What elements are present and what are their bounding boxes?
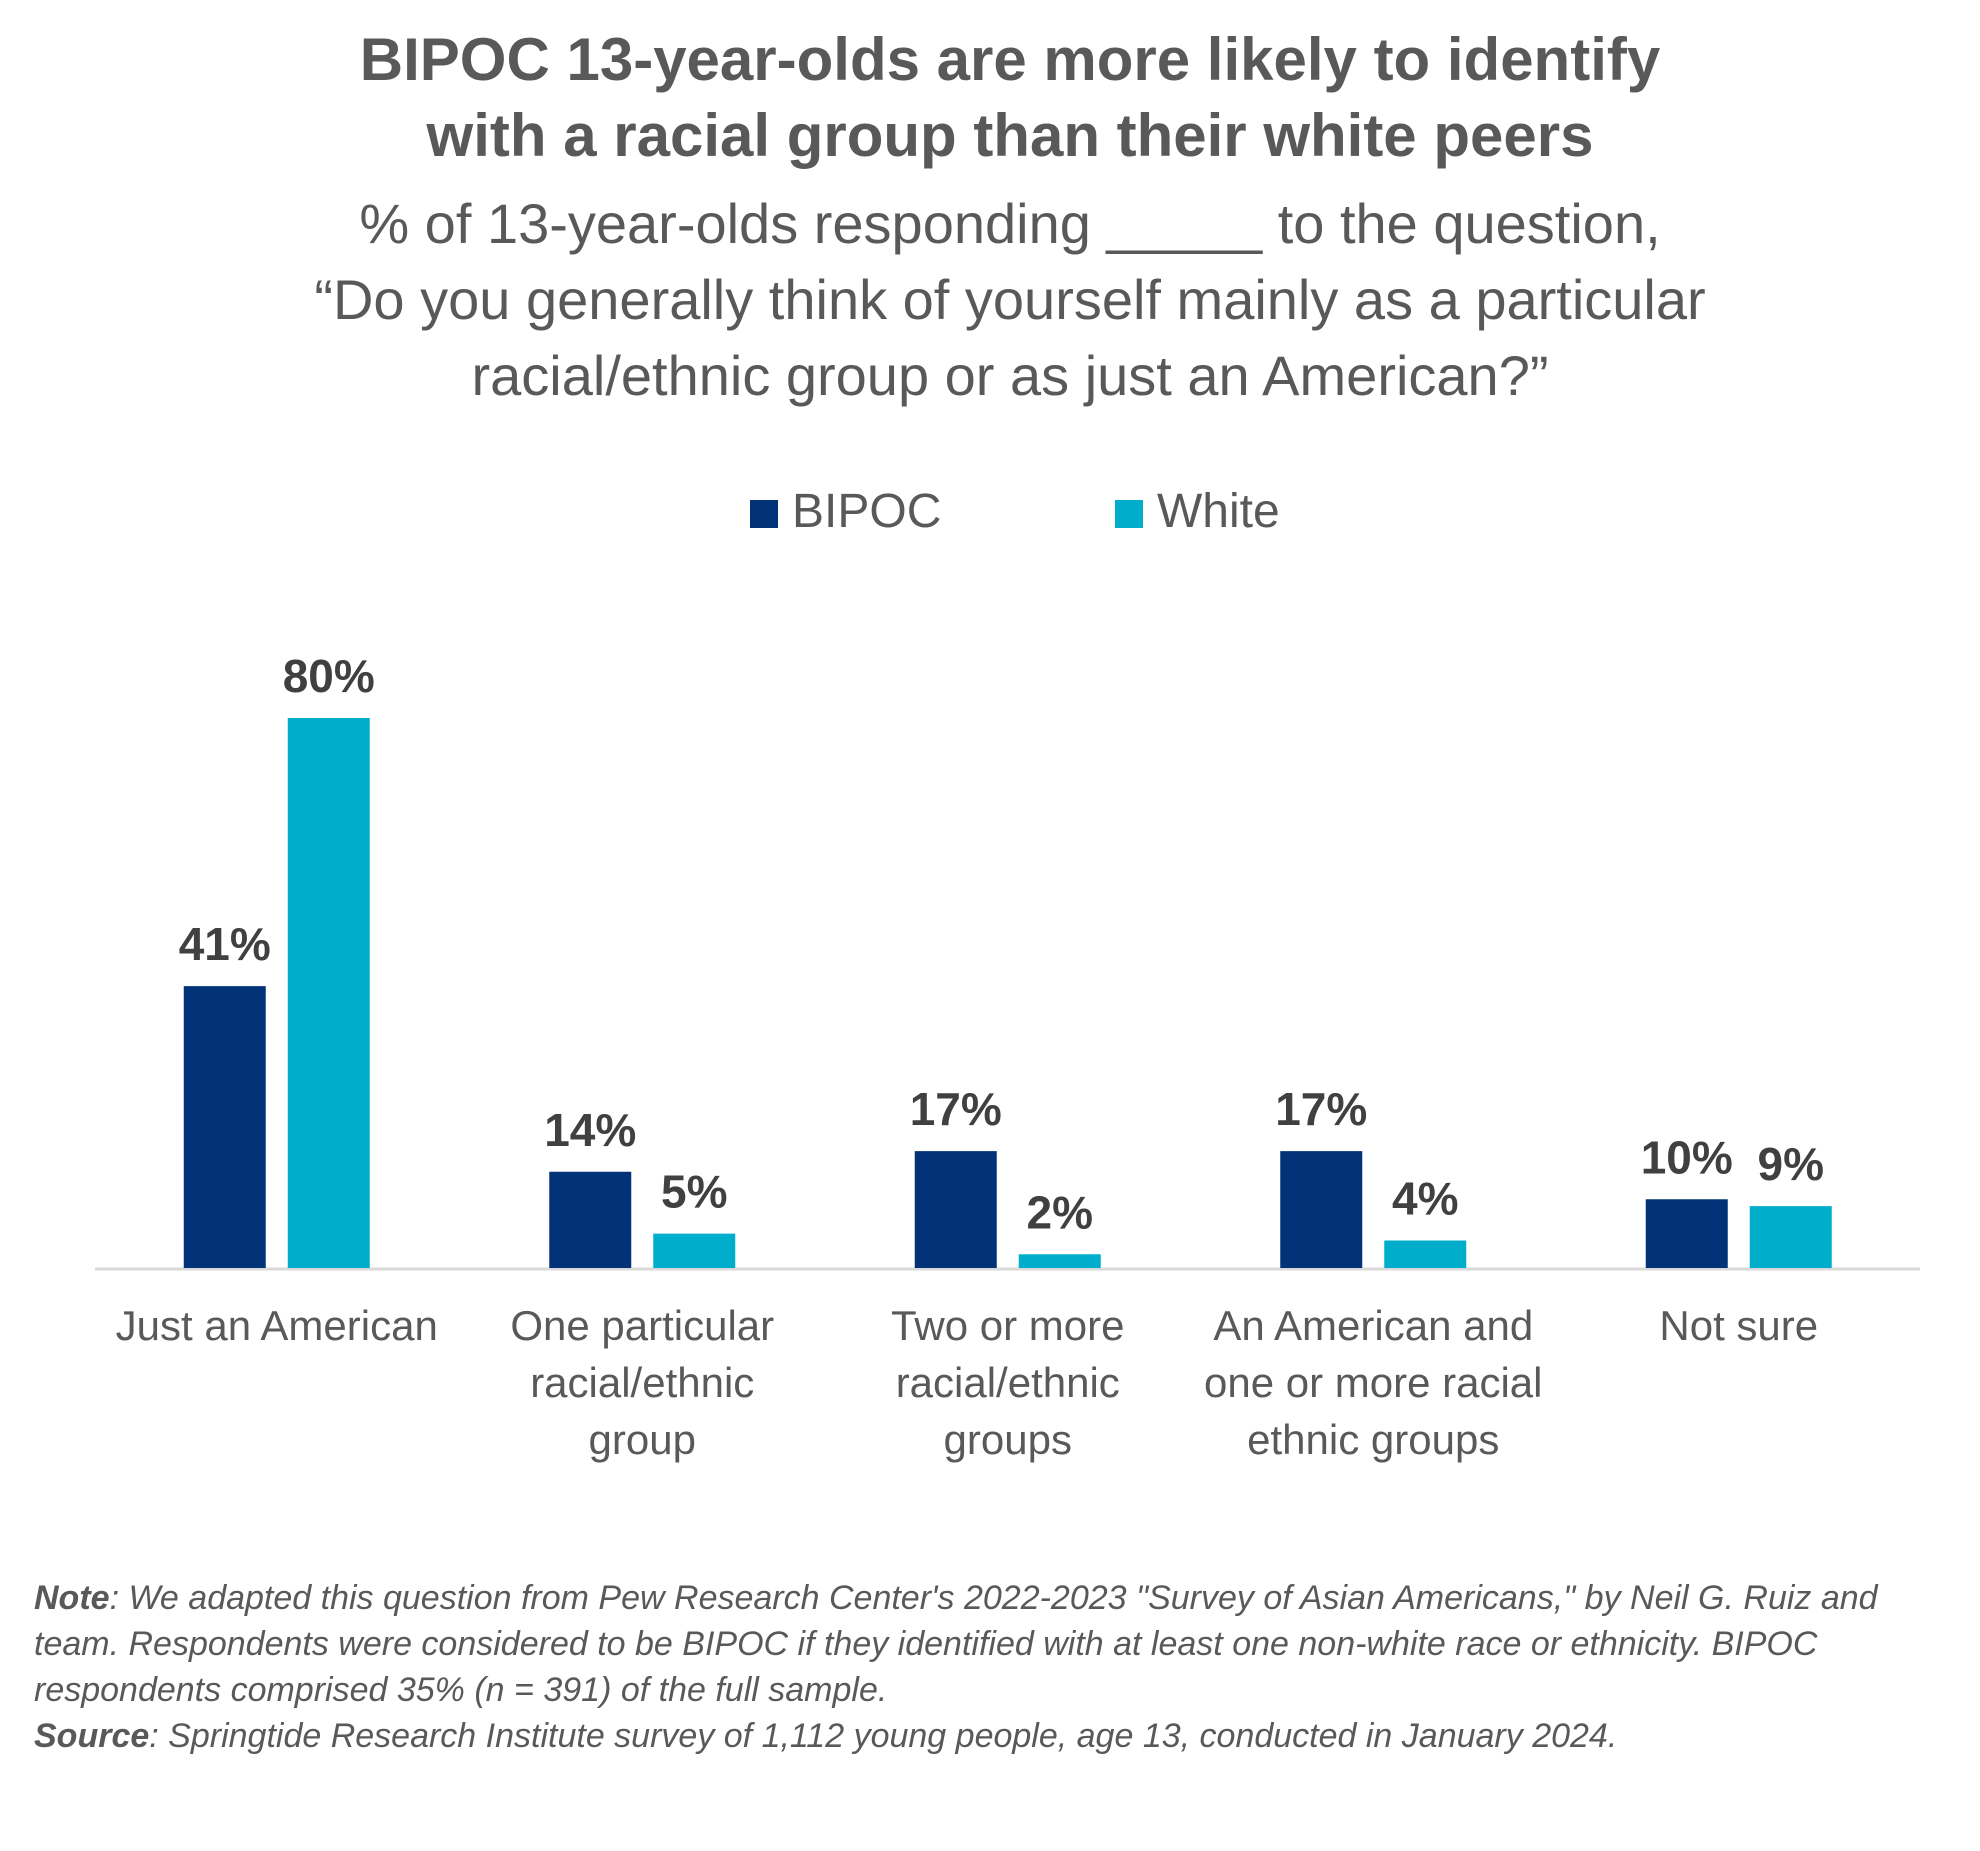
category-label-3-line-2: ethnic groups <box>1247 1416 1499 1463</box>
legend-label-bipoc: BIPOC <box>792 485 941 538</box>
bar-bipoc-4 <box>1645 1199 1728 1268</box>
bar-white-2 <box>1018 1254 1101 1268</box>
category-label-0-line-0: Just an American <box>116 1302 438 1349</box>
legend-swatch-bipoc <box>750 500 778 528</box>
chart-subtitle-line-2: “Do you generally think of yourself main… <box>314 268 1706 331</box>
category-label-1-line-1: racial/ethnic <box>530 1359 754 1406</box>
bar-white-0 <box>287 718 370 1268</box>
chart-subtitle-line-3: racial/ethnic group or as just an Americ… <box>471 344 1549 407</box>
chart-title-line-1: BIPOC 13-year-olds are more likely to id… <box>359 26 1661 93</box>
data-label-white-0: 80% <box>283 650 375 702</box>
bar-chart: BIPOC White 41% 80% Just an American 14% 5% One… <box>95 485 1920 1463</box>
source-text: : Springtide Research Institute survey o… <box>149 1717 1618 1755</box>
data-label-white-4: 9% <box>1758 1138 1824 1190</box>
category-label-1-line-2: group <box>589 1416 696 1463</box>
data-label-bipoc-3: 17% <box>1275 1083 1367 1135</box>
data-label-white-2: 2% <box>1027 1186 1093 1238</box>
category-label-2-line-2: groups <box>944 1416 1072 1463</box>
bar-bipoc-2 <box>914 1151 997 1268</box>
category-label-1-line-0: One particular <box>510 1302 774 1349</box>
data-label-bipoc-1: 14% <box>544 1104 636 1156</box>
bar-bipoc-3 <box>1280 1151 1363 1268</box>
data-label-white-3: 4% <box>1392 1173 1458 1225</box>
data-label-white-1: 5% <box>661 1166 727 1218</box>
data-label-bipoc-2: 17% <box>910 1083 1002 1135</box>
category-label-2-line-1: racial/ethnic <box>896 1359 1120 1406</box>
legend-swatch-white <box>1115 500 1143 528</box>
bar-white-3 <box>1384 1240 1467 1268</box>
legend-label-white: White <box>1157 485 1280 538</box>
data-label-bipoc-4: 10% <box>1641 1131 1733 1183</box>
bar-white-4 <box>1749 1206 1832 1268</box>
note-label: Note <box>34 1579 110 1617</box>
bar-bipoc-1 <box>549 1171 632 1268</box>
data-label-bipoc-0: 41% <box>179 918 271 970</box>
category-label-3-line-1: one or more racial <box>1204 1359 1542 1406</box>
footnote: Note: We adapted this question from Pew … <box>34 1575 1949 1759</box>
category-label-2-line-0: Two or more <box>891 1302 1124 1349</box>
source-label: Source <box>34 1717 150 1755</box>
bar-white-1 <box>653 1233 736 1268</box>
chart-title: BIPOC 13-year-olds are more likely to id… <box>90 22 1930 174</box>
chart-subtitle-line-1: % of 13-year-olds responding _____ to th… <box>359 192 1661 255</box>
note-paragraph: Note: We adapted this question from Pew … <box>34 1575 1949 1713</box>
chart-subtitle: % of 13-year-olds responding _____ to th… <box>90 186 1930 414</box>
bar-bipoc-0 <box>183 986 266 1268</box>
source-paragraph: Source: Springtide Research Institute su… <box>34 1713 1949 1759</box>
category-label-3-line-0: An American and <box>1213 1302 1533 1349</box>
category-label-4-line-0: Not sure <box>1659 1302 1818 1349</box>
chart-title-line-2: with a racial group than their white pee… <box>426 102 1594 169</box>
note-text: : We adapted this question from Pew Rese… <box>34 1579 1878 1709</box>
